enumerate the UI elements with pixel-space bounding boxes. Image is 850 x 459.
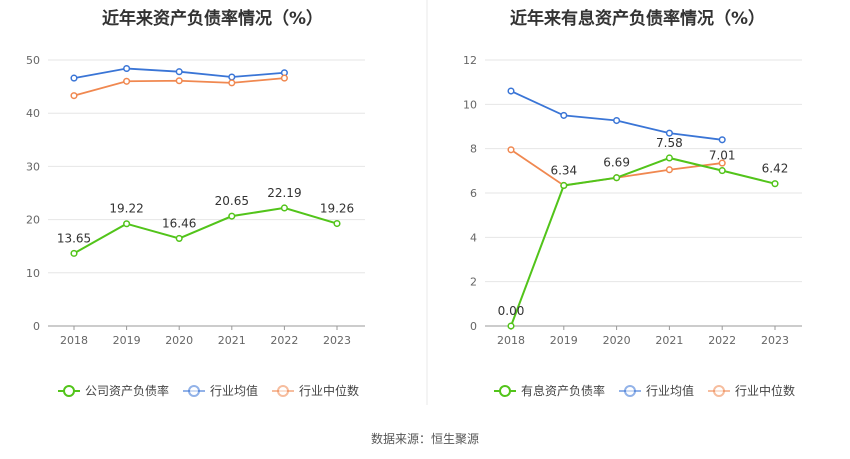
- y-tick-label-1-3: 6: [470, 187, 477, 200]
- data-point-0-2-1: [123, 77, 131, 85]
- data-point-1-0-0: [507, 322, 515, 330]
- legend-marker-1-0: [499, 385, 511, 397]
- series-line-1-1: [510, 90, 723, 141]
- y-tick-label-1-6: 12: [463, 54, 477, 67]
- x-tick-label-1-3: 2021: [655, 334, 683, 347]
- data-label-1-5: 6.42: [762, 162, 789, 176]
- data-point-1-0-4: [718, 167, 726, 175]
- x-tick-label-0-5: 2023: [323, 334, 351, 347]
- data-point-1-1-1: [560, 111, 568, 119]
- legend-label-0-1: 行业均值: [210, 383, 258, 398]
- y-tick-label-0-1: 10: [26, 267, 40, 280]
- y-tick-label-0-2: 20: [26, 214, 40, 227]
- data-point-0-1-3: [228, 73, 236, 81]
- data-point-0-2-0: [70, 92, 78, 100]
- data-point-1-2-3: [665, 166, 673, 174]
- x-tick-label-1-0: 2018: [497, 334, 525, 347]
- legend-label-1-2: 行业中位数: [735, 383, 795, 398]
- series-line-1-0: [510, 156, 776, 327]
- x-tick-label-0-4: 2022: [270, 334, 298, 347]
- data-point-0-1-1: [123, 64, 131, 73]
- y-tick-label-1-2: 4: [470, 231, 477, 244]
- series-line-0-0: [73, 206, 338, 255]
- data-label-1-3: 7.58: [656, 136, 683, 150]
- y-tick-label-1-0: 0: [470, 320, 477, 333]
- data-point-0-0-5: [333, 219, 341, 228]
- legend-label-0-0: 公司资产负债率: [85, 383, 169, 398]
- y-tick-label-0-5: 50: [26, 54, 40, 67]
- data-label-0-2: 16.46: [162, 216, 196, 230]
- data-point-1-1-4: [718, 136, 726, 144]
- y-tick-label-0-3: 30: [26, 160, 40, 173]
- data-point-1-0-5: [771, 180, 779, 188]
- data-point-1-0-1: [560, 181, 568, 190]
- data-point-0-2-4: [280, 74, 288, 82]
- x-tick-label-1-1: 2019: [550, 334, 578, 347]
- data-label-0-1: 19.22: [109, 202, 143, 216]
- data-point-0-1-0: [70, 74, 78, 82]
- x-tick-label-0-0: 2018: [60, 334, 88, 347]
- data-point-1-2-4: [718, 159, 726, 167]
- legend-label-0-2: 行业中位数: [299, 383, 359, 398]
- y-tick-label-1-4: 8: [470, 143, 477, 156]
- x-tick-label-1-2: 2020: [603, 334, 631, 347]
- data-label-0-4: 22.19: [267, 186, 301, 200]
- legend-marker-1-1: [624, 385, 636, 397]
- data-point-1-1-2: [613, 116, 621, 125]
- legend-marker-0-2: [277, 385, 289, 397]
- chart-title-left: 近年来资产负债率情况（%）: [101, 9, 324, 29]
- data-label-0-3: 20.65: [215, 194, 249, 208]
- data-label-1-0: 0.00: [498, 304, 525, 318]
- data-label-1-1: 6.34: [550, 163, 577, 177]
- legend-marker-0-1: [188, 385, 200, 397]
- x-tick-label-0-2: 2020: [165, 334, 193, 347]
- data-label-1-4: 7.01: [709, 149, 736, 163]
- data-label-0-0: 13.65: [57, 231, 91, 245]
- x-tick-label-0-1: 2019: [113, 334, 141, 347]
- legend-label-1-1: 行业均值: [646, 383, 694, 398]
- data-source: 数据来源：恒生聚源: [370, 432, 479, 446]
- data-point-0-0-4: [280, 204, 288, 212]
- data-point-1-2-0: [507, 146, 515, 154]
- legend-marker-1-2: [713, 385, 725, 397]
- x-tick-label-0-3: 2021: [218, 334, 246, 347]
- x-tick-label-1-5: 2023: [761, 334, 789, 347]
- data-label-1-2: 6.69: [603, 156, 630, 170]
- y-tick-label-1-1: 2: [470, 276, 477, 289]
- data-point-1-1-3: [665, 129, 673, 137]
- data-point-0-0-0: [70, 249, 78, 257]
- data-point-0-1-2: [175, 68, 183, 76]
- y-tick-label-0-4: 40: [26, 107, 40, 120]
- data-label-0-5: 19.26: [320, 202, 354, 216]
- data-point-0-2-3: [228, 79, 236, 87]
- data-point-1-1-0: [507, 87, 515, 95]
- y-tick-label-1-5: 10: [463, 98, 477, 111]
- data-point-0-2-2: [175, 77, 183, 85]
- x-tick-label-1-4: 2022: [708, 334, 736, 347]
- data-point-0-0-2: [175, 234, 183, 242]
- data-point-0-0-3: [228, 212, 236, 220]
- y-tick-label-0-0: 0: [33, 320, 40, 333]
- legend-marker-0-0: [63, 385, 75, 397]
- data-point-0-0-1: [123, 220, 131, 228]
- legend-label-1-0: 有息资产负债率: [521, 383, 605, 398]
- chart-title-right: 近年来有息资产负债率情况（%）: [509, 9, 766, 29]
- data-point-1-0-3: [665, 154, 673, 162]
- data-point-1-0-2: [613, 174, 621, 182]
